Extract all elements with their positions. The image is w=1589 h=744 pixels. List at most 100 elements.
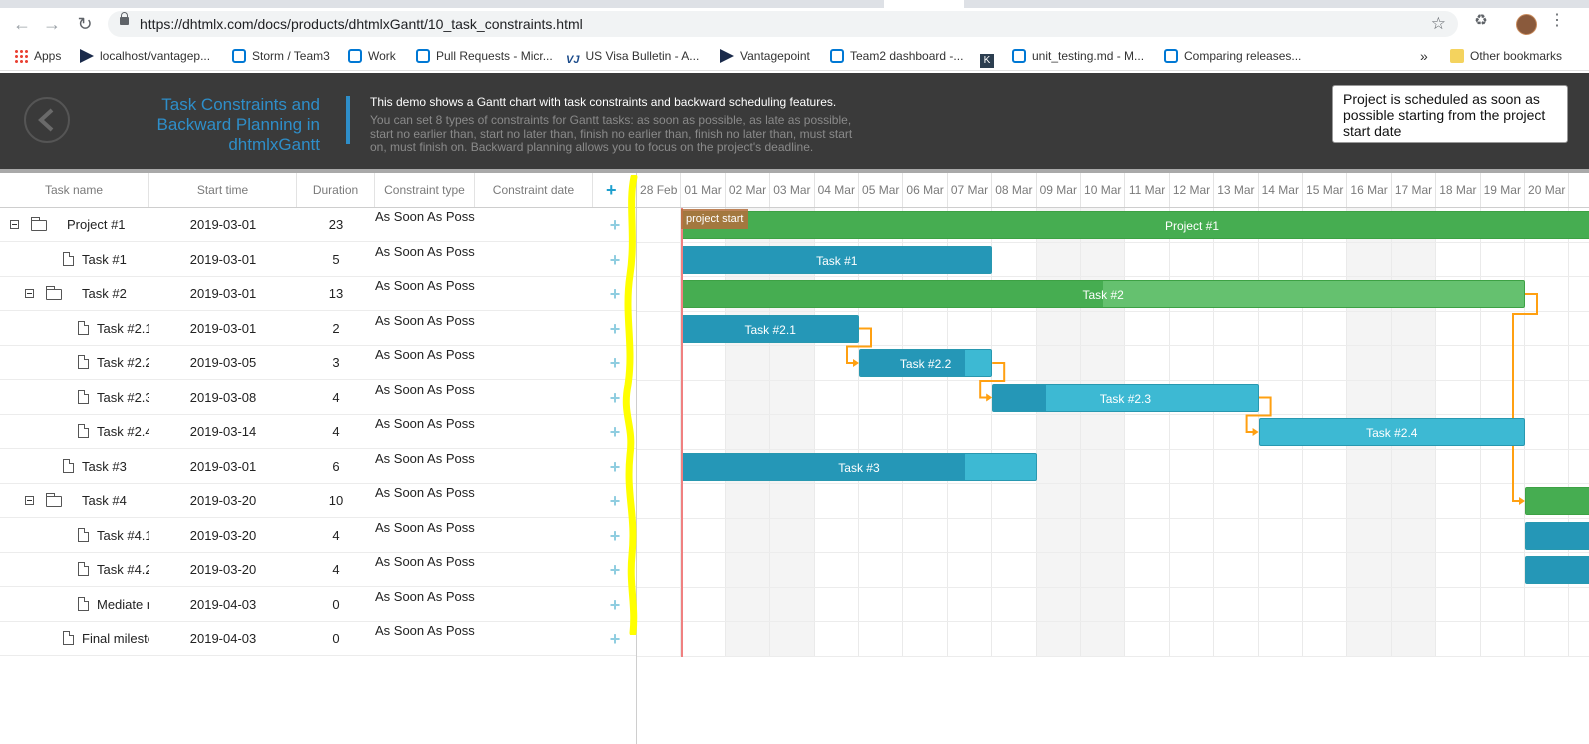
- dependency-link[interactable]: [979, 362, 1006, 399]
- constraint-type-cell[interactable]: As Soon As Possible: [375, 243, 475, 259]
- collapse-toggle-icon[interactable]: [25, 496, 34, 505]
- table-row[interactable]: Task #4 2019-03-20 10 As Soon As Possible +: [0, 484, 636, 518]
- reload-icon[interactable]: ↻: [77, 14, 93, 34]
- table-row[interactable]: Task #2.3 2019-03-08 4 As Soon As Possible +: [0, 381, 636, 415]
- add-subtask-button[interactable]: +: [609, 353, 621, 373]
- start-time-cell[interactable]: 2019-03-05: [189, 355, 257, 370]
- duration-cell[interactable]: 10: [328, 493, 344, 508]
- bookmarks-overflow[interactable]: »: [1420, 48, 1428, 64]
- constraint-type-cell[interactable]: As Soon As Possible: [375, 209, 475, 224]
- extension-icon[interactable]: ♻: [1474, 12, 1488, 29]
- bookmark-team2[interactable]: Team2 dashboard -...: [830, 48, 963, 64]
- table-row[interactable]: Task #3 2019-03-01 6 As Soon As Possible +: [0, 450, 636, 484]
- duration-cell[interactable]: 23: [328, 217, 344, 232]
- table-row[interactable]: Task #1 2019-03-01 5 As Soon As Possible +: [0, 243, 636, 277]
- bookmark-star-icon[interactable]: ☆: [1430, 14, 1446, 33]
- constraint-type-cell[interactable]: As Soon As Possible: [375, 485, 475, 500]
- task-name-cell[interactable]: Task #4.1: [97, 527, 149, 543]
- add-subtask-button[interactable]: +: [609, 249, 621, 270]
- project-bar[interactable]: [1525, 487, 1589, 515]
- column-header-constraint-type[interactable]: Constraint type: [375, 173, 475, 207]
- table-row[interactable]: Mediate mil 2019-04-03 0 As Soon As Possibl…: [0, 588, 636, 622]
- collapse-toggle-icon[interactable]: [25, 289, 34, 298]
- start-time-cell[interactable]: 2019-03-01: [189, 217, 257, 232]
- start-time-cell[interactable]: 2019-03-20: [189, 493, 257, 508]
- profile-avatar[interactable]: [1516, 14, 1537, 35]
- task-name-cell[interactable]: Task #2.3: [97, 389, 149, 405]
- task-bar[interactable]: Task #2.2: [859, 349, 993, 377]
- project-bar[interactable]: Task #2: [681, 280, 1525, 308]
- task-name-cell[interactable]: Task #2.2: [97, 355, 149, 370]
- duration-cell[interactable]: 5: [332, 251, 340, 267]
- start-time-cell[interactable]: 2019-04-03: [189, 596, 257, 612]
- constraint-type-cell[interactable]: As Soon As Possible: [375, 450, 475, 466]
- back-button[interactable]: [24, 97, 70, 143]
- duration-cell[interactable]: 4: [332, 389, 340, 405]
- collapse-toggle-icon[interactable]: [10, 220, 19, 229]
- dependency-link[interactable]: [846, 327, 872, 364]
- column-header-start-time[interactable]: Start time: [149, 173, 297, 207]
- task-name-cell[interactable]: Task #1: [82, 251, 127, 267]
- url-text[interactable]: https://dhtmlx.com/docs/products/dhtmlxG…: [140, 16, 583, 32]
- constraint-type-cell[interactable]: As Soon As Possible: [375, 347, 475, 362]
- start-time-cell[interactable]: 2019-03-08: [189, 389, 257, 405]
- duration-cell[interactable]: 0: [332, 631, 340, 646]
- task-name-cell[interactable]: Task #3: [82, 458, 127, 474]
- start-time-cell[interactable]: 2019-03-01: [189, 320, 257, 336]
- task-bar[interactable]: Task #2.1: [681, 314, 859, 343]
- table-row[interactable]: Project #1 2019-03-01 23 As Soon As Possibl…: [0, 208, 636, 242]
- task-name-cell[interactable]: Mediate mil: [97, 596, 149, 612]
- bookmark-unit-testing[interactable]: unit_testing.md - M...: [1012, 48, 1144, 64]
- table-row[interactable]: Task #4.1 2019-03-20 4 As Soon As Possible +: [0, 519, 636, 553]
- constraint-type-cell[interactable]: As Soon As Possible: [375, 519, 475, 535]
- bookmark-k[interactable]: K: [980, 48, 1000, 68]
- add-subtask-button[interactable]: +: [609, 215, 621, 235]
- task-bar[interactable]: [1525, 521, 1589, 550]
- start-time-cell[interactable]: 2019-03-14: [189, 424, 257, 439]
- project-bar[interactable]: Project #1: [681, 211, 1589, 239]
- forward-arrow-icon[interactable]: →: [43, 14, 61, 34]
- task-bar[interactable]: Task #2.4: [1258, 418, 1525, 446]
- task-bar[interactable]: [1525, 556, 1589, 584]
- task-name-cell[interactable]: Task #4.2: [97, 562, 149, 577]
- task-name-cell[interactable]: Project #1: [67, 217, 126, 232]
- constraint-type-cell[interactable]: As Soon As Possible: [375, 554, 475, 569]
- active-tab[interactable]: [884, 0, 964, 8]
- add-subtask-button[interactable]: +: [609, 560, 621, 580]
- duration-cell[interactable]: 2: [332, 320, 340, 336]
- task-name-cell[interactable]: Task #2: [82, 286, 127, 301]
- duration-cell[interactable]: 4: [332, 562, 340, 577]
- constraint-type-cell[interactable]: As Soon As Possible: [375, 381, 475, 397]
- start-time-cell[interactable]: 2019-04-03: [189, 631, 257, 646]
- table-row[interactable]: Task #2.2 2019-03-05 3 As Soon As Possible +: [0, 346, 636, 380]
- constraint-type-cell[interactable]: As Soon As Possible: [375, 312, 475, 328]
- bookmark-comparing[interactable]: Comparing releases...: [1164, 48, 1301, 64]
- add-subtask-button[interactable]: +: [609, 456, 621, 477]
- bookmark-localhost[interactable]: localhost/vantagep...: [80, 48, 210, 64]
- duration-cell[interactable]: 0: [332, 596, 340, 612]
- task-name-cell[interactable]: Task #2.1: [97, 320, 149, 336]
- dependency-link[interactable]: [1245, 396, 1272, 433]
- add-subtask-button[interactable]: +: [609, 284, 621, 304]
- start-time-cell[interactable]: 2019-03-01: [189, 251, 257, 267]
- table-row[interactable]: Task #2 2019-03-01 13 As Soon As Possible +: [0, 277, 636, 311]
- add-task-button[interactable]: +: [606, 180, 617, 200]
- add-subtask-button[interactable]: +: [609, 629, 621, 649]
- constraint-type-cell[interactable]: As Soon As Possible: [375, 623, 475, 638]
- duration-cell[interactable]: 13: [328, 286, 344, 301]
- add-subtask-button[interactable]: +: [609, 491, 621, 511]
- bookmark-work[interactable]: Work: [348, 48, 396, 64]
- bookmark-apps[interactable]: Apps: [14, 48, 61, 64]
- address-bar[interactable]: https://dhtmlx.com/docs/products/dhtmlxG…: [108, 11, 1458, 37]
- bookmark-storm[interactable]: Storm / Team3: [232, 48, 330, 64]
- task-bar[interactable]: Task #3: [681, 452, 1037, 481]
- dependency-link[interactable]: [1512, 293, 1538, 502]
- table-row[interactable]: Task #4.2 2019-03-20 4 As Soon As Possible +: [0, 553, 636, 587]
- task-name-cell[interactable]: Task #4: [82, 493, 127, 508]
- menu-dots-icon[interactable]: ⋮: [1549, 12, 1565, 29]
- start-time-cell[interactable]: 2019-03-01: [189, 286, 257, 301]
- back-arrow-icon[interactable]: ←: [13, 14, 31, 34]
- duration-cell[interactable]: 4: [332, 527, 340, 543]
- duration-cell[interactable]: 3: [332, 355, 340, 370]
- task-bar[interactable]: Task #1: [681, 245, 993, 274]
